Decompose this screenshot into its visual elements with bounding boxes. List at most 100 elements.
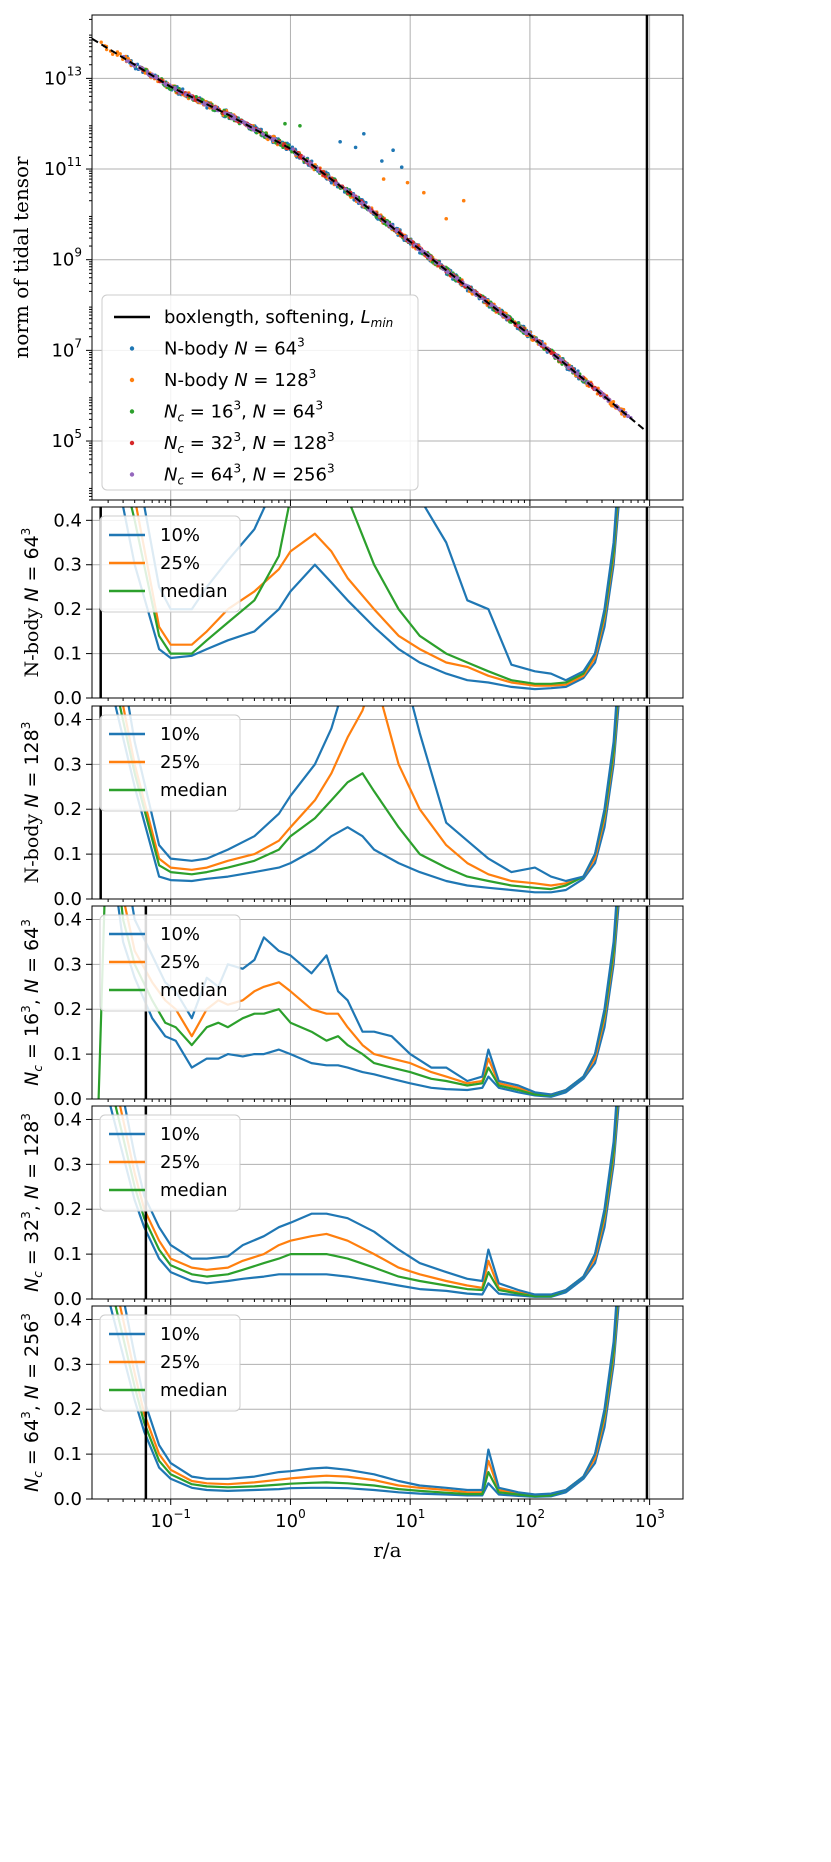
y-tick-label: 0.1: [53, 1444, 82, 1465]
scatter-point: [626, 414, 630, 418]
y-tick-label: 0.0: [53, 1289, 82, 1310]
legend: 10% 25% median: [99, 1314, 241, 1412]
y-tick-label: 0.0: [53, 889, 82, 910]
scatter-point: [480, 296, 484, 301]
scatter-point: [403, 237, 407, 241]
legend-label: median: [160, 581, 227, 602]
series-line: [122, 507, 620, 691]
y-tick-label: 109: [51, 246, 82, 271]
legend-label: 10%: [160, 1124, 200, 1145]
y-tick-label: 0.3: [53, 754, 82, 775]
legend-label: 25%: [160, 752, 200, 773]
axes-frame: [91, 14, 684, 501]
scatter-point: [180, 87, 185, 91]
y-tick-label: 0.1: [53, 1044, 82, 1065]
y-tick-label: 0.2: [53, 1399, 82, 1420]
scatter-point: [403, 234, 408, 239]
y-axis-label: Nc = 163, N = 643: [19, 919, 45, 1086]
scatter-point: [283, 121, 287, 126]
x-tick-label: 10−1: [150, 1507, 191, 1532]
scatter-point: [380, 159, 384, 163]
scatter-point: [99, 40, 103, 44]
legend-label: N-body N = 643: [164, 336, 305, 360]
scatter-point: [575, 371, 579, 376]
y-tick-label: 0.2: [53, 999, 82, 1020]
legend-label: 25%: [160, 1352, 200, 1373]
scatter-point: [351, 193, 356, 197]
y-axis-label: norm of tidal tensor: [9, 156, 33, 359]
y-tick-label: 0.3: [53, 1354, 82, 1375]
legend-label: median: [160, 980, 227, 1001]
y-tick-label: 0.0: [53, 1089, 82, 1110]
scatter-point: [200, 97, 204, 102]
scatter-series: [121, 54, 633, 420]
scatter-point: [399, 165, 404, 169]
legend-label: 10%: [160, 1324, 200, 1345]
legend-dot-marker: [129, 440, 135, 446]
y-axis-label: N-body N = 1283: [19, 722, 43, 884]
y-tick-label: 0.1: [53, 1244, 82, 1265]
legend-box: [99, 714, 241, 812]
y-tick-label: 0.3: [53, 555, 82, 576]
x-tick-label: 102: [515, 1507, 546, 1532]
y-tick-label: 0.4: [53, 709, 82, 730]
axes-frame: [91, 705, 684, 900]
scatter-point: [428, 256, 432, 261]
legend: 10% 25% median: [99, 714, 241, 812]
scatter-point: [437, 262, 442, 266]
y-axis-label: Nc = 643, N = 2563: [19, 1313, 45, 1492]
x-tick-label: 103: [634, 1507, 665, 1532]
scatter-point: [124, 59, 129, 63]
x-tick-label: 101: [395, 1507, 426, 1532]
legend-label: Nc = 163, N = 643: [164, 399, 323, 425]
scatter-point: [411, 241, 415, 245]
scatter-point: [118, 52, 122, 56]
scatter-point: [353, 145, 358, 150]
legend: 10% 25% median: [99, 914, 241, 1012]
axes-frame: [91, 1105, 684, 1300]
scatter-point: [541, 343, 546, 347]
legend-label: Nc = 323, N = 1283: [164, 430, 335, 456]
legend-box: [99, 1314, 241, 1412]
scatter-point: [343, 187, 348, 191]
scatter-point: [395, 229, 399, 234]
y-tick-label: 105: [51, 427, 82, 452]
scatter-point: [362, 131, 366, 136]
scatter-point: [461, 198, 466, 203]
scatter-point: [104, 47, 109, 52]
legend-dot-marker: [129, 346, 135, 351]
scatter-point: [298, 123, 302, 128]
y-tick-label: 0.1: [53, 644, 82, 665]
scatter-point: [550, 350, 554, 355]
series-line: [123, 1106, 618, 1296]
scatter-point: [472, 289, 476, 294]
legend: 10% 25% median: [99, 1114, 241, 1212]
legend-box: [101, 294, 419, 491]
scatter-point: [444, 216, 449, 221]
scatter-point: [422, 190, 426, 195]
legend-label: N-body N = 1283: [164, 367, 316, 391]
scatter-point: [260, 132, 265, 136]
scatter-point: [368, 209, 373, 213]
y-tick-label: 0.4: [53, 1109, 82, 1130]
scatter-point: [338, 139, 342, 144]
series-line: [109, 1306, 620, 1498]
legend-label: 25%: [160, 1152, 200, 1173]
series-layer: [114, 706, 620, 894]
y-tick-label: 0.0: [53, 688, 82, 709]
legend-label: median: [160, 1380, 227, 1401]
legend: 10% 25% median: [99, 515, 241, 613]
y-tick-label: 0.4: [53, 909, 82, 930]
y-tick-label: 0.4: [53, 510, 82, 531]
series-line: [127, 706, 618, 883]
y-tick-label: 0.1: [53, 844, 82, 865]
y-tick-label: 1013: [44, 64, 82, 89]
series-line: [114, 706, 620, 894]
series-layer: [109, 1106, 620, 1298]
scatter-point: [378, 214, 382, 219]
legend-dot-marker: [129, 409, 135, 414]
legend-box: [99, 1114, 241, 1212]
legend-label: 10%: [160, 724, 200, 745]
axes-frame: [91, 1305, 684, 1500]
